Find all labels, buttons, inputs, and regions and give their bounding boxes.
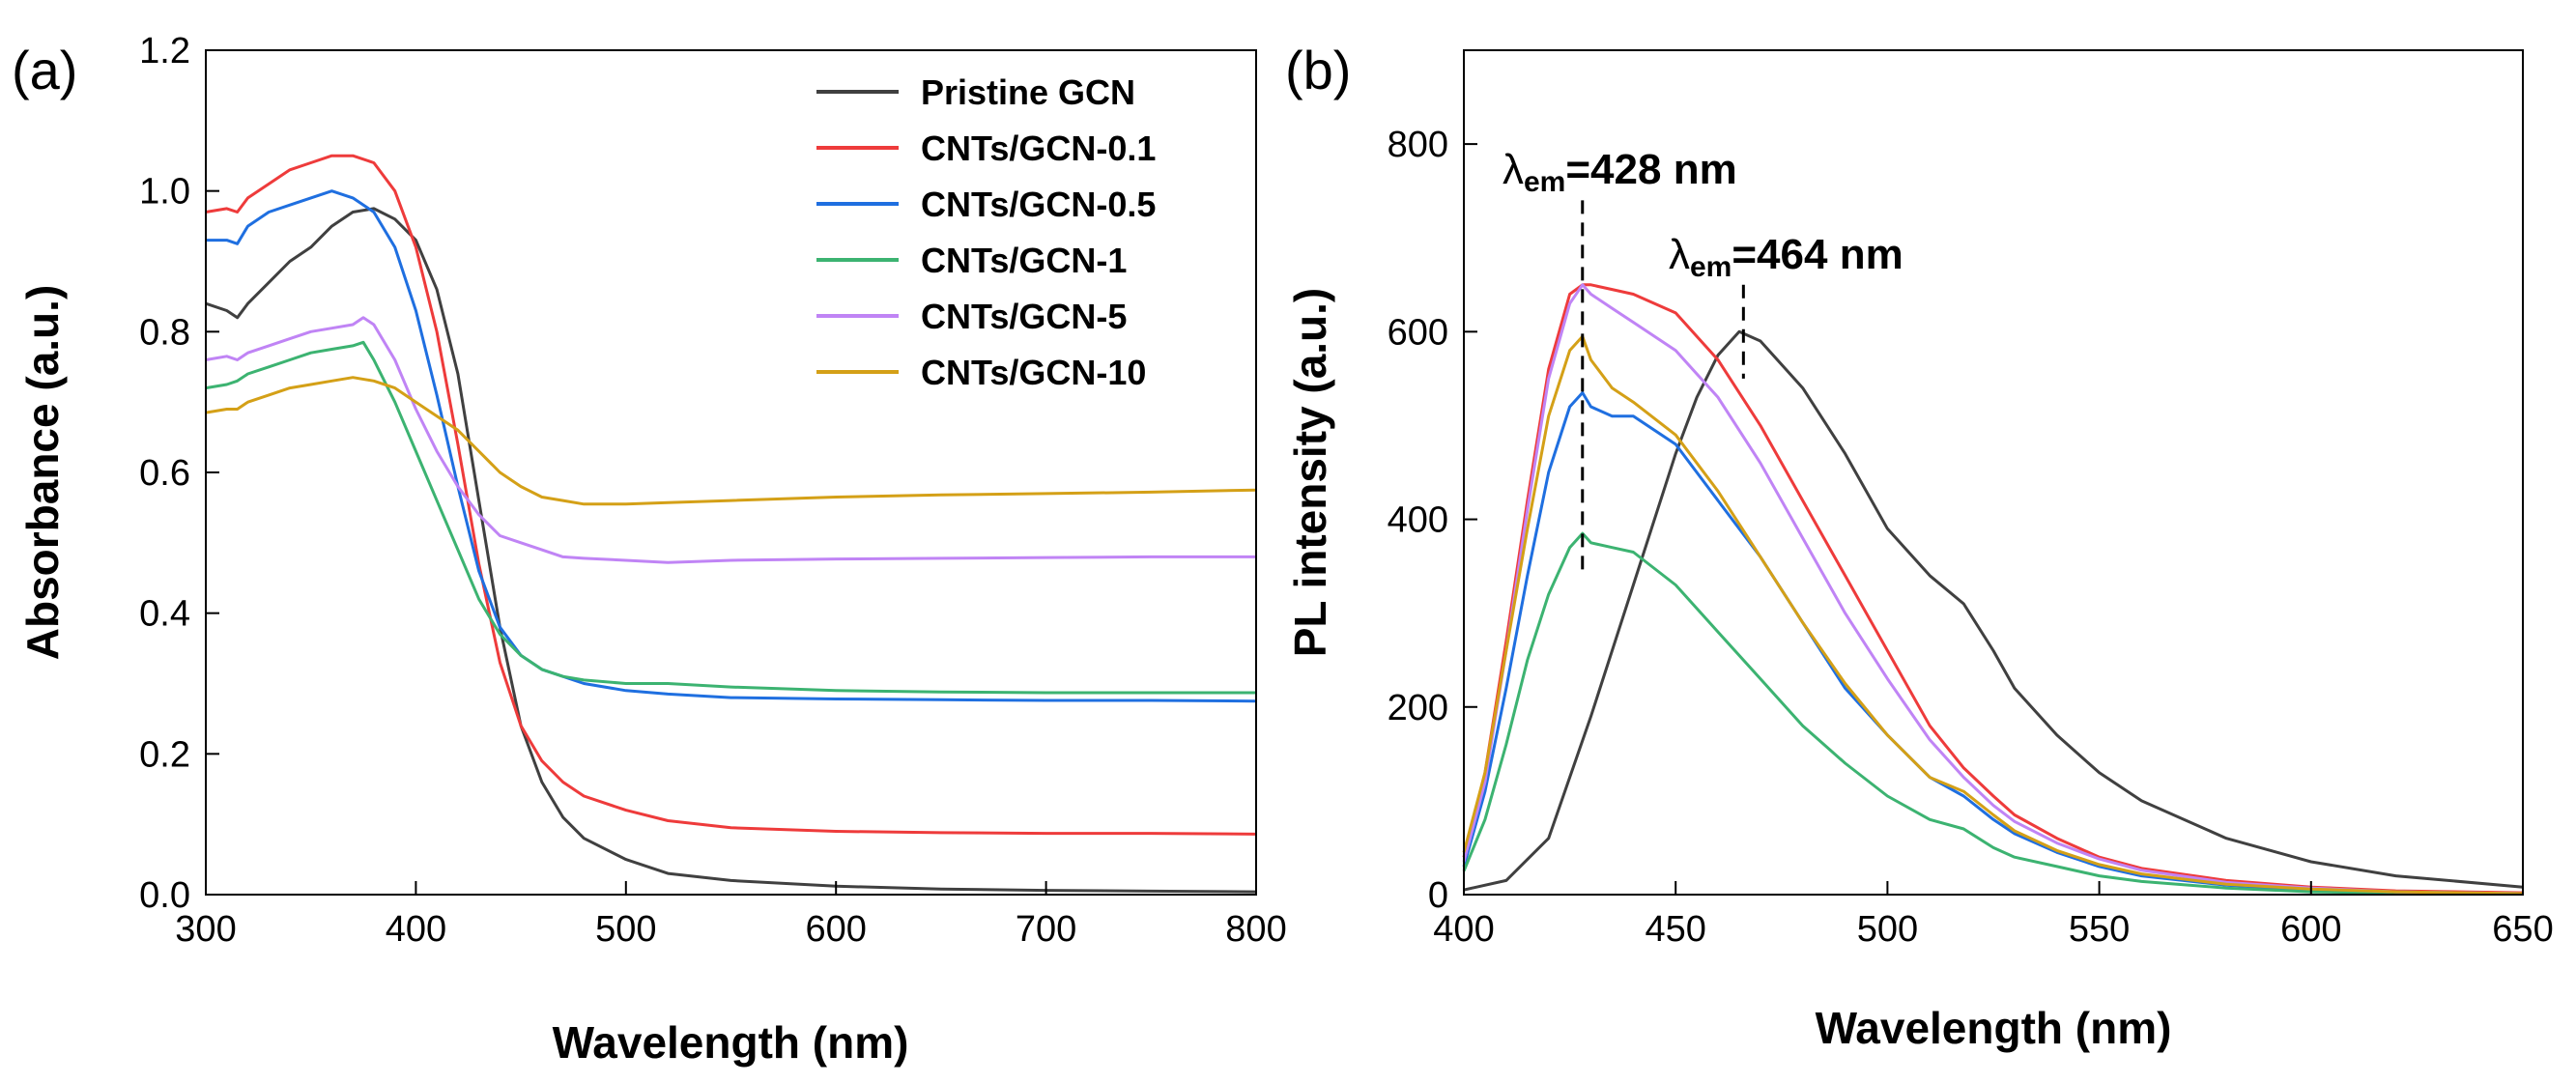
panel-b-y-tick-label: 0 [1428,875,1448,916]
annotation-subscript: em [1690,251,1732,283]
panel-b-x-tick-label: 650 [2492,909,2553,950]
panel-a-x-ticks: 300 400 500 600 700 800 [175,881,1287,950]
panel-b-y-tick-label: 600 [1388,312,1448,353]
panel-a-y-tick-label: 0.6 [139,453,190,494]
annotation-2-label: λem=464 nm [1669,231,1903,283]
panel-a-x-axis-title: Wavelength (nm) [553,1017,909,1068]
panel-a-x-tick-label: 300 [175,909,236,950]
panel-a-x-tick-label: 400 [386,909,446,950]
panel-a-y-tick-label: 0.4 [139,594,190,635]
annotation-1-label: λem=428 nm [1503,146,1737,198]
panel-a-series-cnts-gcn-10 [205,376,1257,506]
panel-b-x-axis-title: Wavelength (nm) [1816,1003,2172,1053]
panel-b-x-ticks: 400 450 500 550 600 650 [1433,881,2554,950]
panel-a-x-tick-label: 800 [1225,909,1286,950]
panel-b-series-cnts-gcn-1 [1462,531,2524,896]
panel-b-y-tick-label: 400 [1388,500,1448,541]
legend-label-cnts-gcn-0-5: CNTs/GCN-0.5 [921,185,1156,224]
panel-a-x-tick-label: 500 [595,909,656,950]
panel-a-series-cnts-gcn-5 [205,316,1256,564]
panel-b-y-ticks: 0 200 400 600 800 [1388,125,1477,916]
panel-a-label: (a) [12,40,77,100]
panel-b-y-tick-label: 200 [1388,688,1448,728]
panel-a-legend: Pristine GCN CNTs/GCN-0.1 CNTs/GCN-0.5 CNTs… [816,72,1156,392]
annotation-lambda-symbol: λ [1503,146,1524,193]
panel-a-series-cnts-gcn-0-1 [205,154,1257,836]
legend-label-cnts-gcn-5: CNTs/GCN-5 [921,297,1127,336]
panel-b-x-tick-label: 600 [2280,909,2341,950]
panel-a-y-tick-label: 0.2 [139,734,190,775]
panel-a-series-cnts-gcn-0-5 [206,189,1257,703]
panel-a-x-tick-label: 600 [805,909,866,950]
panel-b-y-tick-label: 800 [1388,125,1448,165]
legend-label-cnts-gcn-1: CNTs/GCN-1 [921,241,1127,280]
annotation-value: =464 nm [1732,231,1903,278]
panel-a-frame [205,49,1257,896]
panel-a-series-pristine-gcn [205,207,1257,894]
panel-b-series-cnts-gcn-10 [1462,334,2524,896]
panel-a-absorbance-chart: (a) 300 400 500 600 700 800 0.0 0.2 0.4 0.6 0.8 1.… [12,31,1287,1068]
panel-b-series-pristine-gcn [1463,329,2524,892]
annotation-subscript: em [1524,166,1565,198]
panel-b-y-axis-title: PL intensity (a.u.) [1285,288,1335,658]
panel-b-x-tick-label: 450 [1645,909,1705,950]
legend-label-pristine-gcn: Pristine GCN [921,72,1135,112]
panel-a-y-ticks: 0.0 0.2 0.4 0.6 0.8 1.0 1.2 [139,31,219,916]
panel-b-x-tick-label: 400 [1433,909,1494,950]
panel-a-series-cnts-gcn-1 [205,340,1256,695]
panel-a-y-tick-label: 1.2 [139,31,190,71]
panel-a-y-tick-label: 1.0 [139,172,190,213]
legend-label-cnts-gcn-0-1: CNTs/GCN-0.1 [921,128,1156,168]
annotation-lambda-symbol: λ [1669,231,1690,278]
panel-a-y-tick-label: 0.8 [139,312,190,353]
panel-b-frame [1463,49,2524,896]
panel-b-series-cnts-gcn-0-5 [1462,391,2524,896]
panel-a-series-group [205,154,1257,894]
legend-label-cnts-gcn-10: CNTs/GCN-10 [921,353,1146,392]
panel-b-x-tick-label: 500 [1857,909,1918,950]
panel-b-series-group [1462,283,2524,896]
panel-a-x-tick-label: 700 [1016,909,1076,950]
annotation-value: =428 nm [1565,146,1736,193]
panel-b-series-cnts-gcn-0-1 [1462,283,2524,895]
panel-b-label: (b) [1285,40,1351,100]
panel-a-y-axis-title: Absorbance (a.u.) [17,285,68,661]
panel-b-series-cnts-gcn-5 [1462,283,2524,896]
panel-b-x-tick-label: 550 [2069,909,2130,950]
panel-a-y-tick-label: 0.0 [139,875,190,916]
